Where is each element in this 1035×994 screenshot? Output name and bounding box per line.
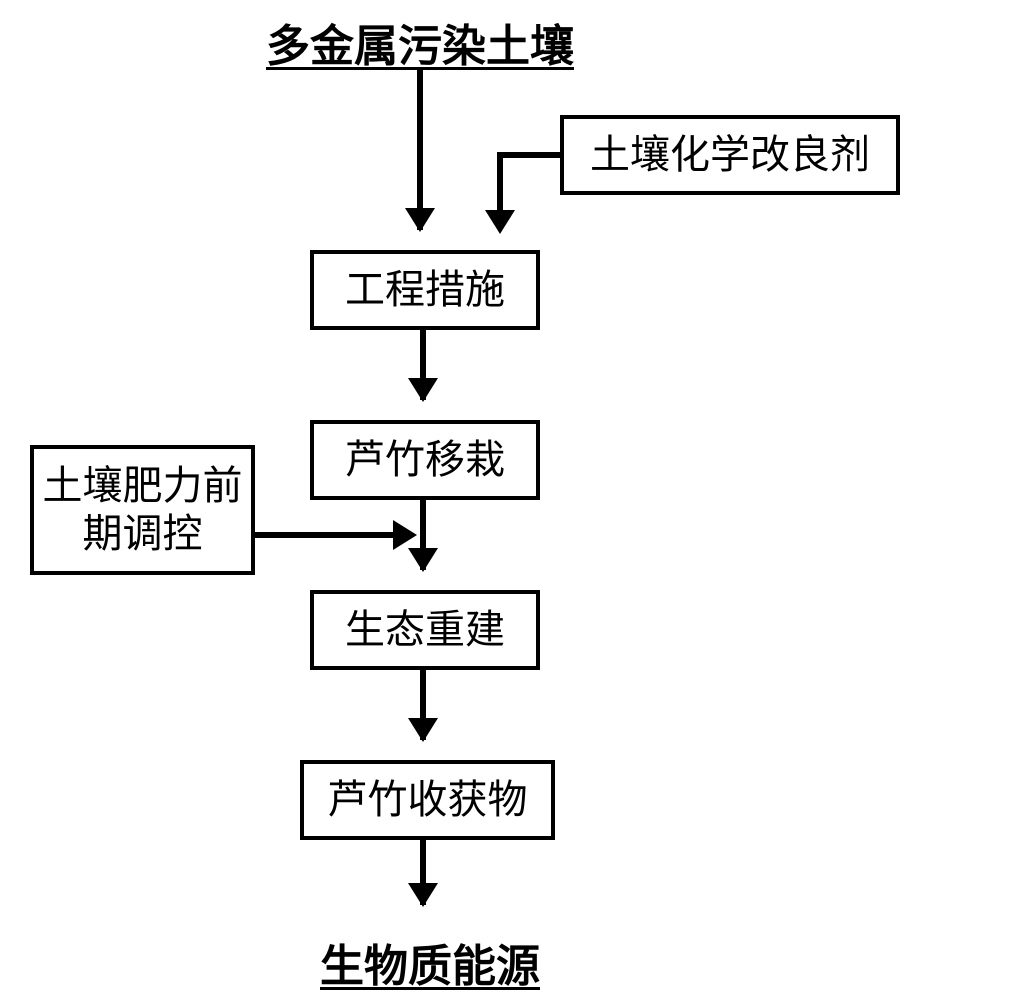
node-amendment: 土壤化学改良剂	[560, 115, 900, 195]
node-harvest: 芦竹收获物	[300, 760, 555, 840]
arrow-title-to-eng	[417, 70, 423, 230]
arrow-fert-head	[393, 520, 417, 550]
title-bottom: 生物质能源	[300, 930, 560, 994]
node-engineering: 工程措施	[310, 250, 540, 330]
node-ecological-label: 生态重建	[345, 606, 505, 654]
arrow-eco-to-harv	[420, 670, 426, 740]
title-top: 多金属污染土壤	[230, 10, 610, 74]
elbow-amend-v	[497, 152, 503, 212]
arrow-trans-to-eco	[420, 500, 426, 570]
node-transplant-label: 芦竹移栽	[345, 436, 505, 484]
arrow-fert-h	[255, 532, 395, 538]
arrow-eng-to-trans	[420, 330, 426, 400]
elbow-amend-h	[497, 152, 560, 158]
node-transplant: 芦竹移栽	[310, 420, 540, 500]
node-fertility: 土壤肥力前期调控	[30, 445, 255, 575]
node-ecological: 生态重建	[310, 590, 540, 670]
node-harvest-label: 芦竹收获物	[328, 776, 528, 824]
node-engineering-label: 工程措施	[345, 266, 505, 314]
node-fertility-label: 土壤肥力前期调控	[34, 462, 251, 558]
elbow-amend-head	[485, 210, 515, 234]
arrow-harv-to-bottom	[420, 840, 426, 905]
node-amendment-label: 土壤化学改良剂	[590, 131, 870, 179]
